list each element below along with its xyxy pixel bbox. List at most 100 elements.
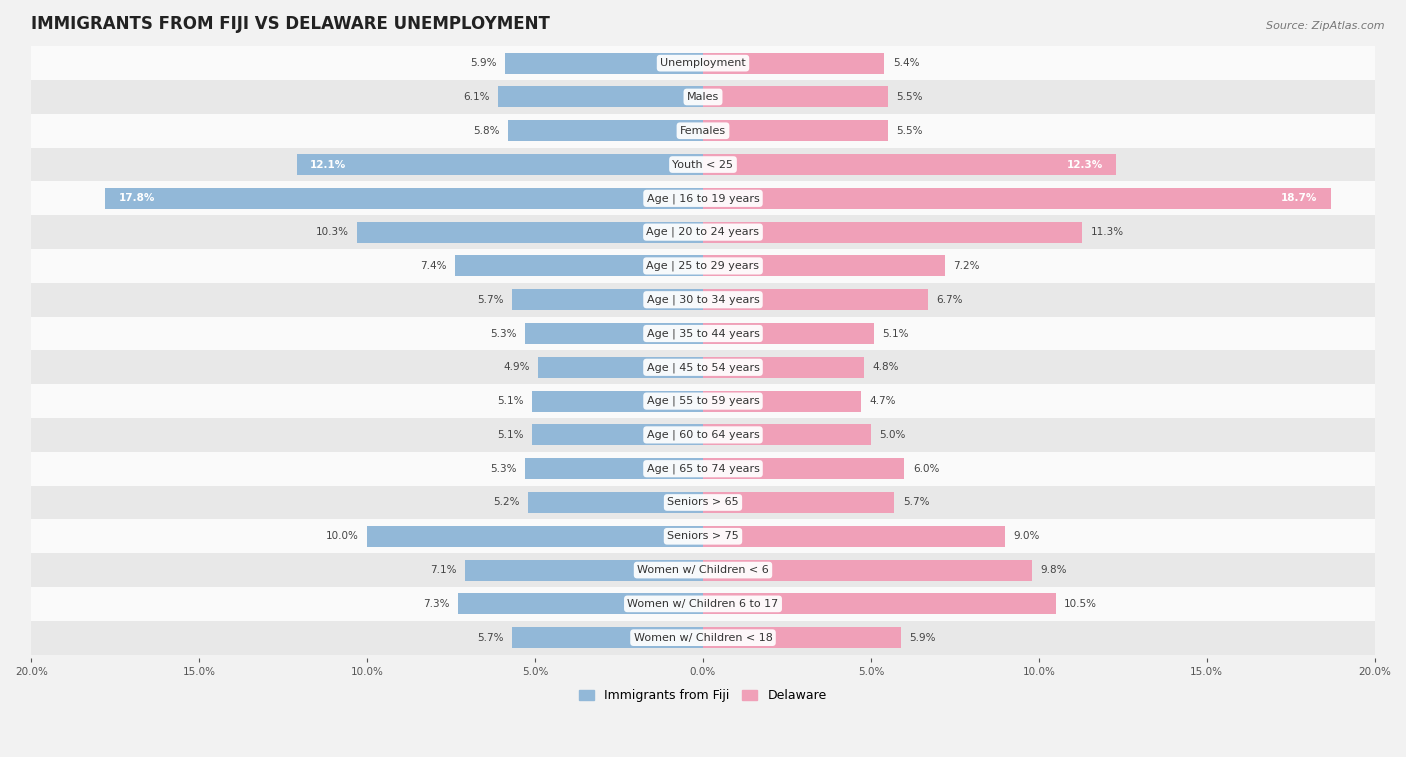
- Text: Age | 30 to 34 years: Age | 30 to 34 years: [647, 294, 759, 305]
- Bar: [703, 323, 875, 344]
- Text: 5.3%: 5.3%: [491, 464, 516, 474]
- Bar: [505, 53, 703, 73]
- Bar: [31, 418, 1375, 452]
- Bar: [703, 255, 945, 276]
- Bar: [31, 621, 1375, 655]
- Bar: [498, 86, 703, 107]
- Bar: [524, 458, 703, 479]
- Bar: [703, 222, 1083, 242]
- Text: Males: Males: [688, 92, 718, 102]
- Text: Youth < 25: Youth < 25: [672, 160, 734, 170]
- Bar: [31, 350, 1375, 385]
- Bar: [703, 526, 1005, 547]
- Text: Age | 16 to 19 years: Age | 16 to 19 years: [647, 193, 759, 204]
- Text: 5.9%: 5.9%: [470, 58, 496, 68]
- Bar: [512, 628, 703, 648]
- Bar: [703, 188, 1331, 209]
- Bar: [31, 182, 1375, 215]
- Bar: [31, 46, 1375, 80]
- Text: Age | 60 to 64 years: Age | 60 to 64 years: [647, 430, 759, 440]
- Bar: [31, 114, 1375, 148]
- Text: 5.2%: 5.2%: [494, 497, 520, 507]
- Text: 5.0%: 5.0%: [879, 430, 905, 440]
- Bar: [703, 593, 1056, 615]
- Bar: [703, 289, 928, 310]
- Bar: [297, 154, 703, 175]
- Text: 5.3%: 5.3%: [491, 329, 516, 338]
- Text: 12.1%: 12.1%: [311, 160, 346, 170]
- Text: 7.4%: 7.4%: [419, 261, 446, 271]
- Text: 5.8%: 5.8%: [474, 126, 501, 136]
- Text: 7.1%: 7.1%: [430, 565, 456, 575]
- Bar: [531, 391, 703, 412]
- Text: 5.5%: 5.5%: [896, 92, 922, 102]
- Bar: [31, 283, 1375, 316]
- Text: Women w/ Children < 6: Women w/ Children < 6: [637, 565, 769, 575]
- Bar: [31, 452, 1375, 485]
- Bar: [529, 492, 703, 513]
- Text: Age | 20 to 24 years: Age | 20 to 24 years: [647, 227, 759, 238]
- Bar: [454, 255, 703, 276]
- Bar: [464, 559, 703, 581]
- Text: 5.9%: 5.9%: [910, 633, 936, 643]
- Legend: Immigrants from Fiji, Delaware: Immigrants from Fiji, Delaware: [575, 684, 831, 707]
- Bar: [31, 80, 1375, 114]
- Text: Age | 55 to 59 years: Age | 55 to 59 years: [647, 396, 759, 407]
- Text: 12.3%: 12.3%: [1066, 160, 1102, 170]
- Bar: [703, 425, 870, 445]
- Text: 6.0%: 6.0%: [912, 464, 939, 474]
- Text: Unemployment: Unemployment: [661, 58, 745, 68]
- Text: 5.7%: 5.7%: [477, 294, 503, 305]
- Text: 9.0%: 9.0%: [1014, 531, 1040, 541]
- Bar: [703, 120, 887, 142]
- Text: Age | 65 to 74 years: Age | 65 to 74 years: [647, 463, 759, 474]
- Bar: [508, 120, 703, 142]
- Text: 5.7%: 5.7%: [477, 633, 503, 643]
- Bar: [703, 154, 1116, 175]
- Bar: [31, 485, 1375, 519]
- Text: 4.7%: 4.7%: [869, 396, 896, 406]
- Text: Females: Females: [681, 126, 725, 136]
- Text: 4.9%: 4.9%: [503, 363, 530, 372]
- Text: 10.0%: 10.0%: [326, 531, 359, 541]
- Text: 9.8%: 9.8%: [1040, 565, 1067, 575]
- Text: 5.5%: 5.5%: [896, 126, 922, 136]
- Text: 4.8%: 4.8%: [873, 363, 898, 372]
- Bar: [703, 628, 901, 648]
- Bar: [31, 148, 1375, 182]
- Bar: [31, 587, 1375, 621]
- Text: 5.1%: 5.1%: [496, 430, 523, 440]
- Bar: [703, 492, 894, 513]
- Text: 5.1%: 5.1%: [496, 396, 523, 406]
- Bar: [458, 593, 703, 615]
- Bar: [703, 391, 860, 412]
- Bar: [538, 357, 703, 378]
- Bar: [31, 385, 1375, 418]
- Bar: [31, 519, 1375, 553]
- Text: 5.7%: 5.7%: [903, 497, 929, 507]
- Text: 17.8%: 17.8%: [118, 193, 155, 204]
- Text: 10.5%: 10.5%: [1064, 599, 1097, 609]
- Bar: [703, 559, 1032, 581]
- Bar: [703, 53, 884, 73]
- Bar: [31, 215, 1375, 249]
- Text: Source: ZipAtlas.com: Source: ZipAtlas.com: [1267, 21, 1385, 31]
- Text: Age | 35 to 44 years: Age | 35 to 44 years: [647, 329, 759, 339]
- Text: 7.3%: 7.3%: [423, 599, 450, 609]
- Bar: [105, 188, 703, 209]
- Bar: [357, 222, 703, 242]
- Text: Women w/ Children 6 to 17: Women w/ Children 6 to 17: [627, 599, 779, 609]
- Bar: [531, 425, 703, 445]
- Text: Seniors > 75: Seniors > 75: [666, 531, 740, 541]
- Text: 7.2%: 7.2%: [953, 261, 980, 271]
- Text: 5.4%: 5.4%: [893, 58, 920, 68]
- Text: 11.3%: 11.3%: [1091, 227, 1123, 237]
- Text: 10.3%: 10.3%: [316, 227, 349, 237]
- Bar: [31, 249, 1375, 283]
- Text: 6.7%: 6.7%: [936, 294, 963, 305]
- Text: Age | 25 to 29 years: Age | 25 to 29 years: [647, 260, 759, 271]
- Bar: [703, 458, 904, 479]
- Bar: [31, 553, 1375, 587]
- Text: Age | 45 to 54 years: Age | 45 to 54 years: [647, 362, 759, 372]
- Text: 5.1%: 5.1%: [883, 329, 910, 338]
